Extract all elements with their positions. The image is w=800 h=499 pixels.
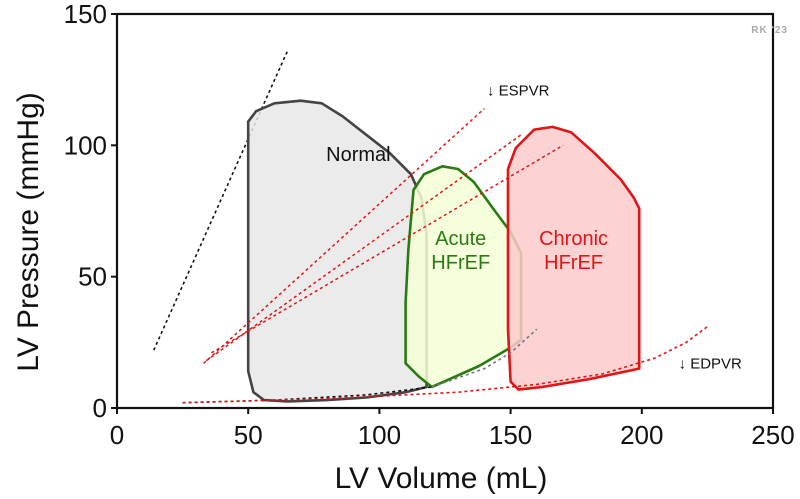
normal-edpvr-curve bbox=[182, 386, 432, 404]
acute-hfref-label-line: HFrEF bbox=[431, 252, 490, 274]
x-tick-label: 100 bbox=[358, 420, 401, 450]
acute-hfref-label-line: Acute bbox=[435, 228, 486, 250]
x-tick-label: 150 bbox=[489, 420, 532, 450]
tick-labels: 0 50 100 150 200 250 0 50 100 150 bbox=[64, 0, 795, 450]
espvr-3-line bbox=[211, 144, 564, 354]
acute-edpvr-curve bbox=[431, 328, 538, 388]
x-tick-label: 200 bbox=[620, 420, 663, 450]
credit-label: RK '23 bbox=[751, 25, 788, 36]
espvr-annotation: ↓ ESPVR bbox=[487, 82, 550, 99]
chronic-hfref-label-line: Chronic bbox=[539, 228, 608, 250]
chronic-edpvr-curve bbox=[182, 325, 708, 404]
x-axis-title: LV Volume (mL) bbox=[335, 462, 548, 495]
y-tick-label: 0 bbox=[93, 393, 107, 423]
y-axis-title: LV Pressure (mmHg) bbox=[12, 92, 45, 372]
plot-frame bbox=[115, 12, 775, 410]
y-tick-label: 150 bbox=[64, 0, 107, 29]
chronic-hfref-label: Chronic HFrEF bbox=[539, 228, 608, 274]
x-tick-label: 50 bbox=[234, 420, 263, 450]
normal-espvr-line bbox=[153, 50, 289, 351]
x-tick-label: 250 bbox=[751, 420, 794, 450]
acute-hfref-loop bbox=[404, 165, 523, 389]
edpvr-annotation: ↓ EDPVR bbox=[679, 356, 743, 373]
x-tick-label: 0 bbox=[110, 420, 124, 450]
chronic-hfref-label-line: HFrEF bbox=[544, 252, 603, 274]
y-tick-label: 100 bbox=[64, 130, 107, 160]
acute-hfref-label: Acute HFrEF bbox=[431, 228, 490, 274]
chronic-hfref-loop bbox=[506, 125, 641, 391]
normal-label: Normal bbox=[326, 144, 390, 166]
y-tick-label: 50 bbox=[78, 262, 107, 292]
espvr-2-line bbox=[205, 134, 522, 362]
normal-label-line: Normal bbox=[326, 144, 390, 166]
